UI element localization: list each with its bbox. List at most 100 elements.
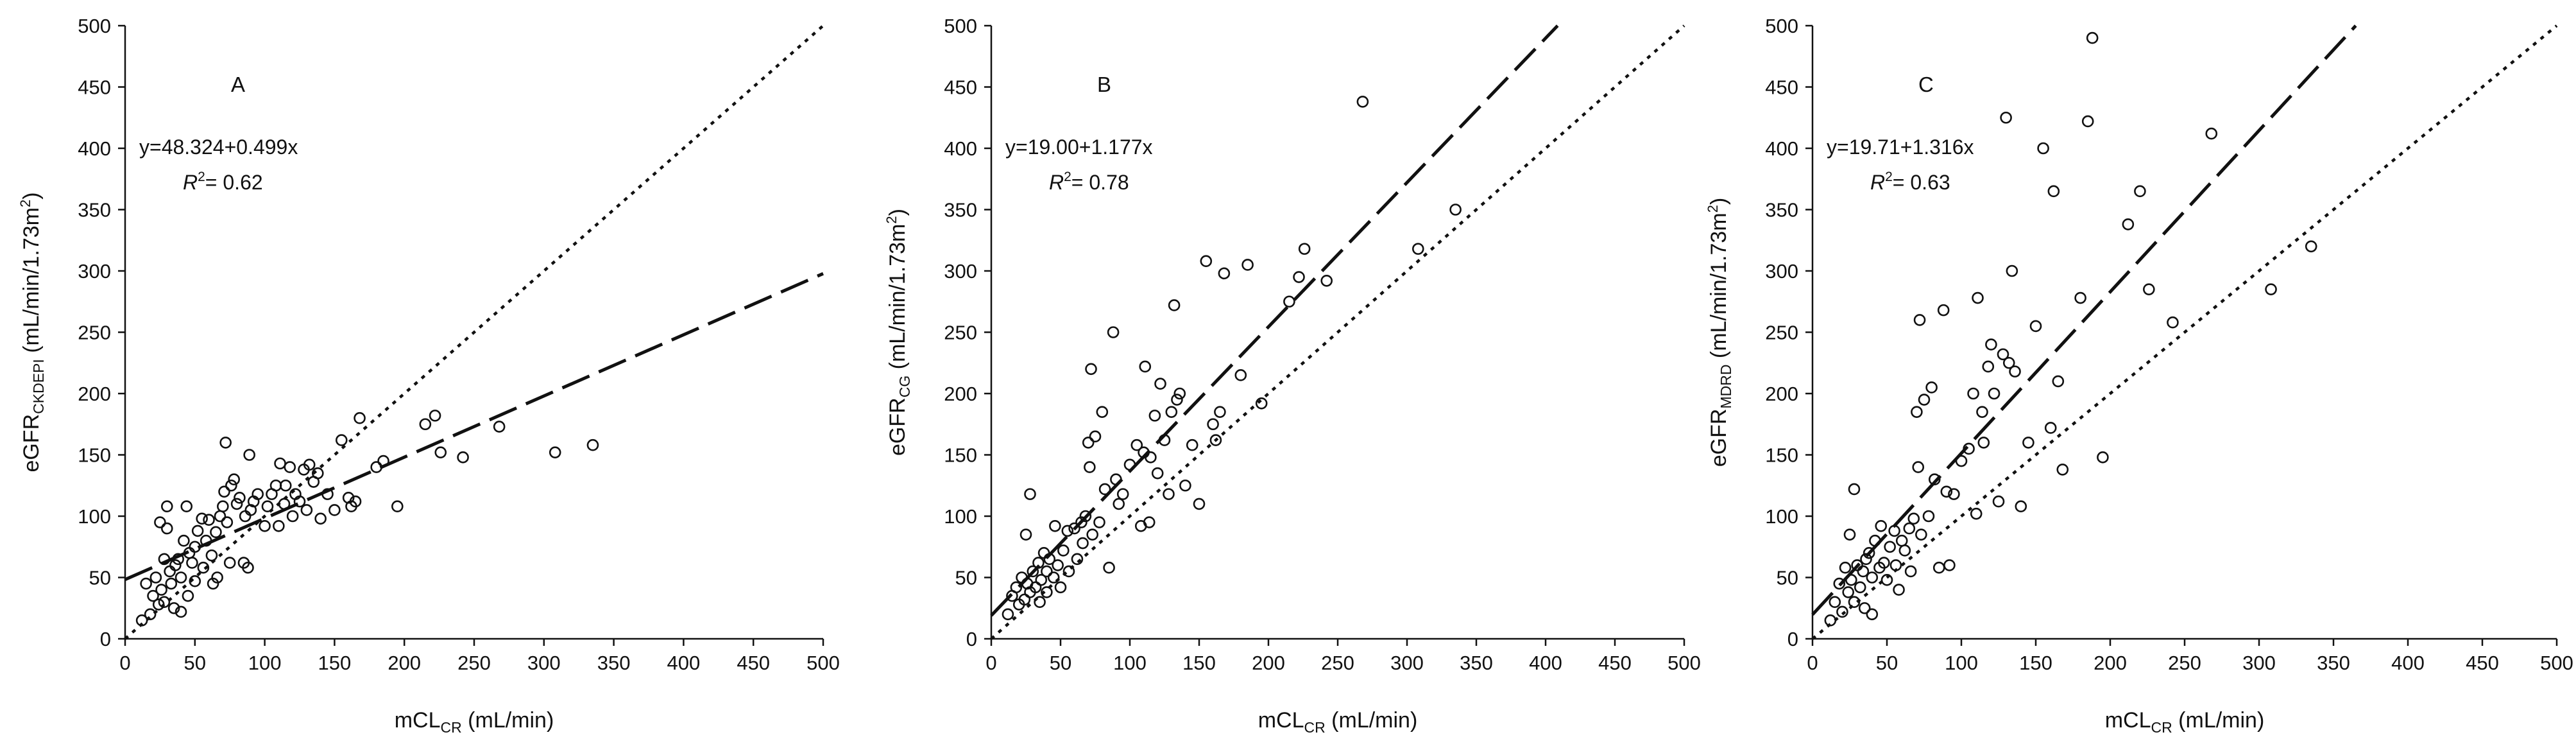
- data-point: [2002, 356, 2015, 369]
- data-point: [2015, 500, 2027, 513]
- data-point: [1824, 614, 1837, 627]
- y-tick-label: 450: [1765, 76, 1798, 99]
- data-point: [1062, 565, 1075, 578]
- y-tick-label: 500: [1765, 15, 1798, 37]
- x-tick-label: 0: [119, 652, 130, 674]
- y-tick-label: 150: [944, 444, 977, 467]
- data-point: [2305, 240, 2317, 253]
- data-point: [1866, 608, 1879, 621]
- x-tick-label: 450: [2466, 652, 2499, 674]
- data-point: [1992, 495, 2005, 508]
- data-point: [1151, 467, 1164, 480]
- y-axis-title-units: (mL/min/1.73m: [19, 207, 44, 359]
- data-point: [1139, 360, 1152, 373]
- y-tick-label: 100: [944, 505, 977, 528]
- data-point: [321, 488, 334, 500]
- data-point: [1967, 387, 1979, 400]
- data-point: [1839, 561, 1852, 574]
- x-axis-title-units: (mL/min): [2172, 708, 2265, 733]
- data-point: [140, 577, 152, 590]
- data-point: [2029, 320, 2042, 333]
- data-point: [1143, 516, 1156, 528]
- x-tick-label: 100: [1113, 652, 1147, 674]
- r2-superscript: 2: [1064, 169, 1071, 184]
- regression-line: [124, 272, 824, 581]
- data-point: [1085, 363, 1097, 376]
- data-point: [1878, 557, 1890, 569]
- y-tick-label: 350: [1765, 199, 1798, 221]
- y-tick-label: 150: [1765, 444, 1798, 467]
- data-point: [225, 479, 237, 492]
- data-point: [1034, 596, 1046, 609]
- data-point: [165, 577, 178, 590]
- panel-letter: B: [1097, 73, 1111, 96]
- data-point: [242, 561, 254, 574]
- data-point: [218, 485, 230, 498]
- data-point: [1298, 243, 1311, 255]
- data-point: [1985, 338, 1997, 351]
- y-tick-label: 300: [944, 260, 977, 282]
- data-point: [328, 504, 341, 516]
- y-tick-label: 50: [955, 567, 977, 589]
- data-point: [1093, 516, 1105, 528]
- x-tick-label: 400: [667, 652, 701, 674]
- x-tick-label: 50: [184, 652, 206, 674]
- x-tick-label: 0: [1807, 652, 1818, 674]
- data-point: [210, 526, 222, 539]
- data-point: [252, 488, 264, 500]
- x-axis-title: mCLCR (mL/min): [1258, 708, 1418, 736]
- data-point: [1148, 410, 1161, 422]
- data-point: [1107, 326, 1120, 338]
- r2-symbol: R: [1049, 171, 1064, 194]
- data-point: [1881, 574, 1893, 586]
- data-point: [2037, 142, 2049, 155]
- x-tick-label: 300: [1390, 652, 1424, 674]
- data-point: [182, 589, 194, 602]
- x-tick-label: 50: [1050, 652, 1071, 674]
- data-point: [154, 516, 166, 528]
- data-point: [1922, 510, 1935, 523]
- y-tick-label: 300: [1765, 260, 1798, 282]
- data-point: [269, 479, 282, 492]
- data-point: [1898, 544, 1911, 557]
- data-point: [1043, 553, 1056, 566]
- data-point: [419, 418, 432, 431]
- data-point: [149, 571, 162, 584]
- data-point: [1893, 584, 1905, 596]
- data-point: [434, 446, 447, 458]
- data-point: [1041, 586, 1053, 598]
- data-point: [211, 571, 223, 584]
- data-point: [172, 553, 184, 566]
- data-point: [221, 516, 234, 528]
- x-tick-label: 250: [457, 652, 491, 674]
- x-tick-label: 150: [1182, 652, 1216, 674]
- data-point: [189, 575, 201, 587]
- data-point: [1449, 204, 1462, 216]
- r2-superscript: 2: [198, 169, 205, 184]
- data-point: [169, 559, 182, 571]
- data-point: [1173, 387, 1186, 400]
- data-point: [1098, 483, 1111, 496]
- data-point: [214, 510, 226, 523]
- data-point: [197, 561, 210, 574]
- x-tick-label: 450: [737, 652, 770, 674]
- x-tick-label: 400: [1529, 652, 1562, 674]
- data-point: [1082, 437, 1095, 449]
- data-point: [1955, 455, 1968, 467]
- r-squared-label: R2= 0.63: [1870, 169, 1950, 194]
- data-point: [1079, 510, 1092, 523]
- x-tick-label: 300: [2242, 652, 2276, 674]
- data-point: [191, 525, 204, 537]
- x-tick-label: 100: [1945, 652, 1978, 674]
- data-point: [1018, 593, 1031, 606]
- y-tick-label: 300: [78, 260, 111, 282]
- data-point: [1884, 541, 1896, 553]
- data-point: [1895, 534, 1908, 547]
- data-point: [207, 577, 219, 590]
- data-point: [391, 500, 404, 513]
- data-point: [2265, 283, 2277, 295]
- data-point: [1130, 438, 1143, 451]
- data-point: [2086, 31, 2099, 44]
- x-axis-title-subscript: CR: [1304, 719, 1326, 736]
